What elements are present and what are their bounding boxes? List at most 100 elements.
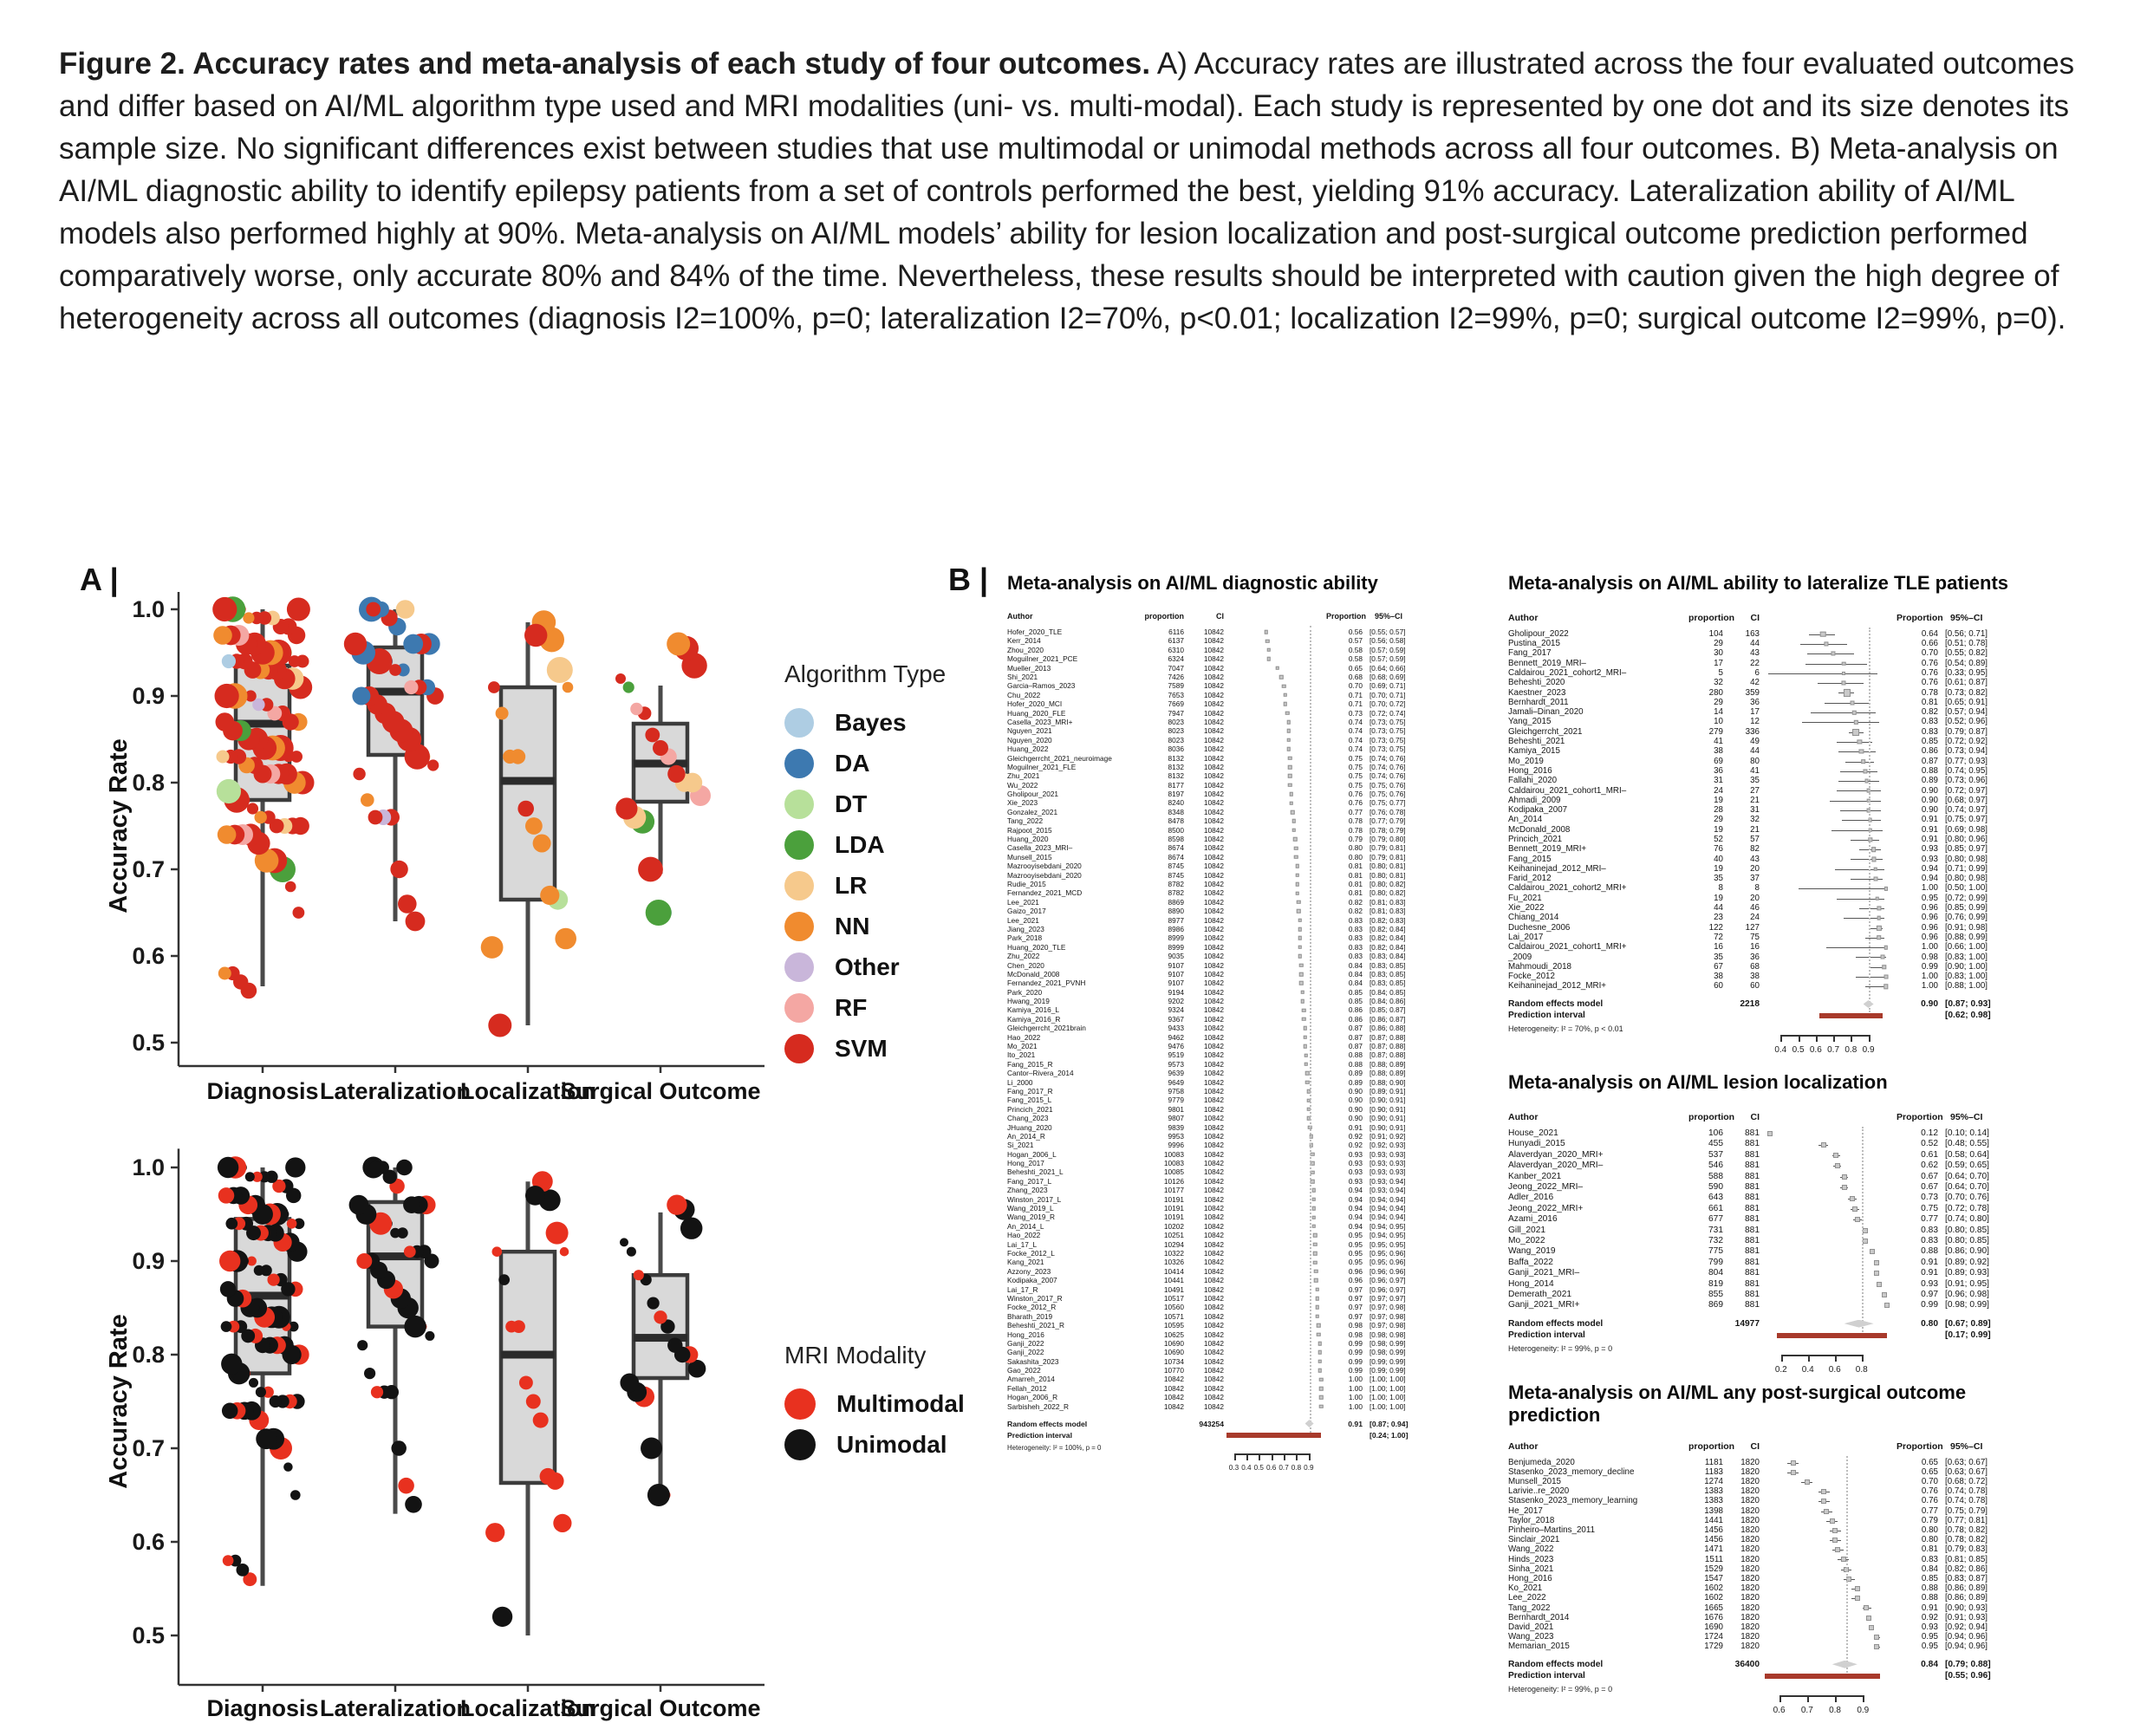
forest-row: Hao_2022 10251 10842 0.95 [0.94; 0.95] <box>1007 1231 1445 1239</box>
effect-square <box>1317 1323 1321 1328</box>
study-proportion-text: 0.94 <box>1921 874 1938 884</box>
study-ci-text: [0.48; 0.55] <box>1945 1139 1989 1149</box>
jitter-dot <box>532 834 551 853</box>
effect-square <box>1264 629 1269 634</box>
bayes-swatch <box>784 707 814 738</box>
study-events: 10842 <box>1163 1401 1184 1411</box>
study-events: 537 <box>1708 1149 1723 1160</box>
effect-square <box>1821 1499 1827 1505</box>
forest-row: Zhang_2023 10177 10842 0.94 [0.93; 0.94] <box>1007 1186 1445 1194</box>
study-ci-plot <box>1760 1467 1897 1477</box>
study-total: 10842 <box>1203 1176 1224 1186</box>
study-total: 10842 <box>1203 861 1224 871</box>
jitter-dot <box>545 1221 569 1245</box>
study-author: Hong_2016 <box>1007 1330 1044 1339</box>
study-total: 10842 <box>1203 1375 1224 1384</box>
study-ci-plot <box>1760 747 1897 757</box>
forest-row: Moguilner_2021_FLE 8132 10842 0.75 [0.74; 0.… <box>1007 763 1445 771</box>
study-proportion-text: 0.79 <box>1921 1515 1938 1525</box>
study-ci-plot <box>1760 1555 1897 1564</box>
study-events: 9107 <box>1168 960 1184 970</box>
nn-swatch <box>784 911 814 941</box>
study-ci-text: [0.95; 0.96] <box>1370 1249 1406 1258</box>
legend-title: MRI Modality <box>784 1342 927 1369</box>
study-total: 10842 <box>1203 816 1224 826</box>
effect-square <box>1294 855 1298 860</box>
study-total: 36 <box>1750 697 1760 707</box>
study-author: Beheshti_2020 <box>1508 678 1565 688</box>
study-author: Caldairou_2021_cohort1_MRI– <box>1508 785 1627 796</box>
y-axis-title: Accuracy Rate <box>105 738 133 914</box>
effect-square <box>1871 856 1877 862</box>
ci-line <box>1801 722 1879 724</box>
jitter-dot <box>356 1253 373 1269</box>
study-events: 588 <box>1708 1171 1723 1181</box>
box-glyph <box>498 685 557 902</box>
study-ci-plot <box>1224 1042 1326 1050</box>
effect-square <box>1315 1305 1320 1310</box>
forest-row: An_2014_R 9953 10842 0.92 [0.91; 0.92] <box>1007 1132 1445 1141</box>
jitter-dot <box>390 860 408 879</box>
summary-diamond <box>1831 1660 1857 1668</box>
study-events: 7947 <box>1168 708 1184 718</box>
forest-row: Fellah_2012 10842 10842 1.00 [1.00; 1.00] <box>1007 1384 1445 1393</box>
study-events: 9758 <box>1168 1086 1184 1096</box>
study-author: Keihaninejad_2012_MRI– <box>1508 863 1606 874</box>
study-ci-text: [0.82; 0.86] <box>1945 1564 1988 1574</box>
jitter-dot <box>403 1245 416 1258</box>
study-proportion-text: 0.73 <box>1348 708 1363 718</box>
forest-title: Meta-analysis on AI/ML ability to latera… <box>1508 572 2009 594</box>
effect-square <box>1285 711 1290 715</box>
forest-header: Author proportion CI Proportion 95%–CI <box>1007 608 1445 624</box>
study-proportion-text: 0.99 <box>1348 1366 1363 1375</box>
study-ci-text: [0.83; 0.84] <box>1370 952 1406 961</box>
study-proportion-text: 0.65 <box>1921 1457 1938 1467</box>
study-ci-text: [0.91; 0.92] <box>1370 1131 1406 1141</box>
study-author: Focke_2012_L <box>1007 1249 1055 1258</box>
study-proportion-text: 0.80 <box>1348 852 1363 861</box>
col-author: Author <box>1007 611 1033 621</box>
study-proportion-text: 0.95 <box>1348 1231 1363 1240</box>
study-events: 10083 <box>1163 1159 1184 1168</box>
study-ci-text: [0.95; 0.96] <box>1370 1258 1406 1267</box>
jitter-dot <box>262 1386 274 1398</box>
study-author: Baffa_2022 <box>1508 1257 1553 1267</box>
col-proportion: proportion <box>1688 612 1735 623</box>
jitter-dot <box>687 1359 706 1378</box>
jitter-dot <box>403 1196 420 1213</box>
jitter-dot <box>225 1217 238 1230</box>
study-author: Gleichgerrcht_2021brain <box>1007 1024 1086 1033</box>
study-events: 10842 <box>1163 1383 1184 1393</box>
study-author: Kerr_2014 <box>1007 636 1041 646</box>
study-ci-text: [0.85; 0.97] <box>1945 844 1988 855</box>
study-total: 10842 <box>1203 1159 1224 1168</box>
study-ci-text: [0.86; 0.87] <box>1370 1014 1406 1024</box>
study-author: Fernandez_2021_MCD <box>1007 888 1083 898</box>
study-proportion-text: 0.77 <box>1921 1505 1938 1516</box>
study-proportion-text: 0.82 <box>1348 907 1363 916</box>
study-ci-text: [0.74; 0.80] <box>1945 1214 1989 1225</box>
study-events: 8023 <box>1168 735 1184 744</box>
study-proportion-text: 0.96 <box>1348 1276 1363 1285</box>
study-total: 20 <box>1750 863 1760 874</box>
forest-row: Fang_2015 40 43 0.93 [0.80; 0.98] <box>1508 855 2037 864</box>
jitter-dot <box>281 1282 296 1297</box>
study-total: 10842 <box>1203 735 1224 744</box>
forest-row: Huang_2022 8036 10842 0.74 [0.73; 0.75] <box>1007 744 1445 753</box>
median-bar <box>236 1291 290 1300</box>
study-ci-plot <box>1760 874 1897 883</box>
ci-line <box>1838 781 1879 783</box>
prediction-interval-plot <box>1760 1011 1897 1022</box>
col-ci95: 95%–CI <box>1950 1111 1983 1122</box>
study-ci-text: [0.73; 0.75] <box>1370 735 1406 744</box>
study-ci-text: [0.99; 0.99] <box>1370 1356 1406 1366</box>
study-ci-text: [0.93; 0.94] <box>1370 1176 1406 1186</box>
forest-row: Wu_2022 8177 10842 0.75 [0.75; 0.76] <box>1007 781 1445 790</box>
study-events: 731 <box>1708 1225 1723 1235</box>
study-ci-plot <box>1224 1258 1326 1266</box>
ci-line <box>1798 888 1886 890</box>
study-author: Azzony_2023 <box>1007 1266 1051 1276</box>
study-author: Park_2020 <box>1007 987 1043 997</box>
study-proportion-text: 0.78 <box>1348 816 1363 826</box>
